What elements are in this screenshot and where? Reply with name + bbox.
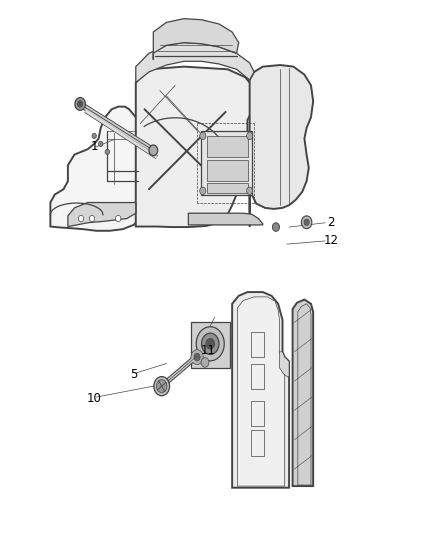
Text: 5: 5 [130, 368, 137, 381]
Circle shape [201, 333, 219, 354]
Circle shape [156, 379, 167, 392]
Polygon shape [136, 67, 256, 227]
Polygon shape [232, 292, 289, 488]
Circle shape [201, 358, 209, 367]
Circle shape [247, 187, 253, 195]
Circle shape [200, 187, 206, 195]
Circle shape [105, 149, 110, 155]
Circle shape [247, 132, 253, 140]
Circle shape [206, 338, 215, 349]
Text: 12: 12 [323, 235, 338, 247]
Text: 1: 1 [90, 140, 98, 153]
Text: 11: 11 [201, 344, 215, 357]
Circle shape [78, 101, 83, 107]
Circle shape [116, 215, 121, 222]
Bar [251, 364, 264, 389]
Circle shape [200, 132, 206, 140]
Bar [251, 430, 264, 456]
Circle shape [272, 223, 279, 231]
Text: 2: 2 [327, 216, 335, 229]
Polygon shape [250, 65, 313, 227]
Polygon shape [293, 300, 313, 486]
Bar [207, 136, 248, 157]
Polygon shape [153, 19, 239, 60]
Circle shape [196, 327, 224, 361]
Circle shape [78, 215, 84, 222]
Polygon shape [188, 213, 263, 225]
Circle shape [75, 98, 85, 110]
Circle shape [154, 376, 170, 395]
Polygon shape [136, 43, 254, 83]
Circle shape [92, 133, 96, 139]
Circle shape [301, 216, 312, 229]
Bar [207, 183, 248, 193]
Polygon shape [237, 297, 285, 486]
Circle shape [191, 350, 203, 365]
Circle shape [99, 141, 103, 147]
Circle shape [89, 215, 95, 222]
Circle shape [149, 145, 158, 156]
Polygon shape [279, 352, 289, 377]
Bar [207, 160, 248, 181]
Polygon shape [191, 322, 230, 368]
Circle shape [194, 353, 200, 361]
Circle shape [304, 219, 309, 225]
Polygon shape [50, 107, 173, 231]
Polygon shape [68, 203, 136, 227]
Bar [251, 332, 264, 357]
Text: 10: 10 [87, 392, 102, 405]
Polygon shape [201, 131, 252, 195]
Bar [251, 401, 264, 426]
